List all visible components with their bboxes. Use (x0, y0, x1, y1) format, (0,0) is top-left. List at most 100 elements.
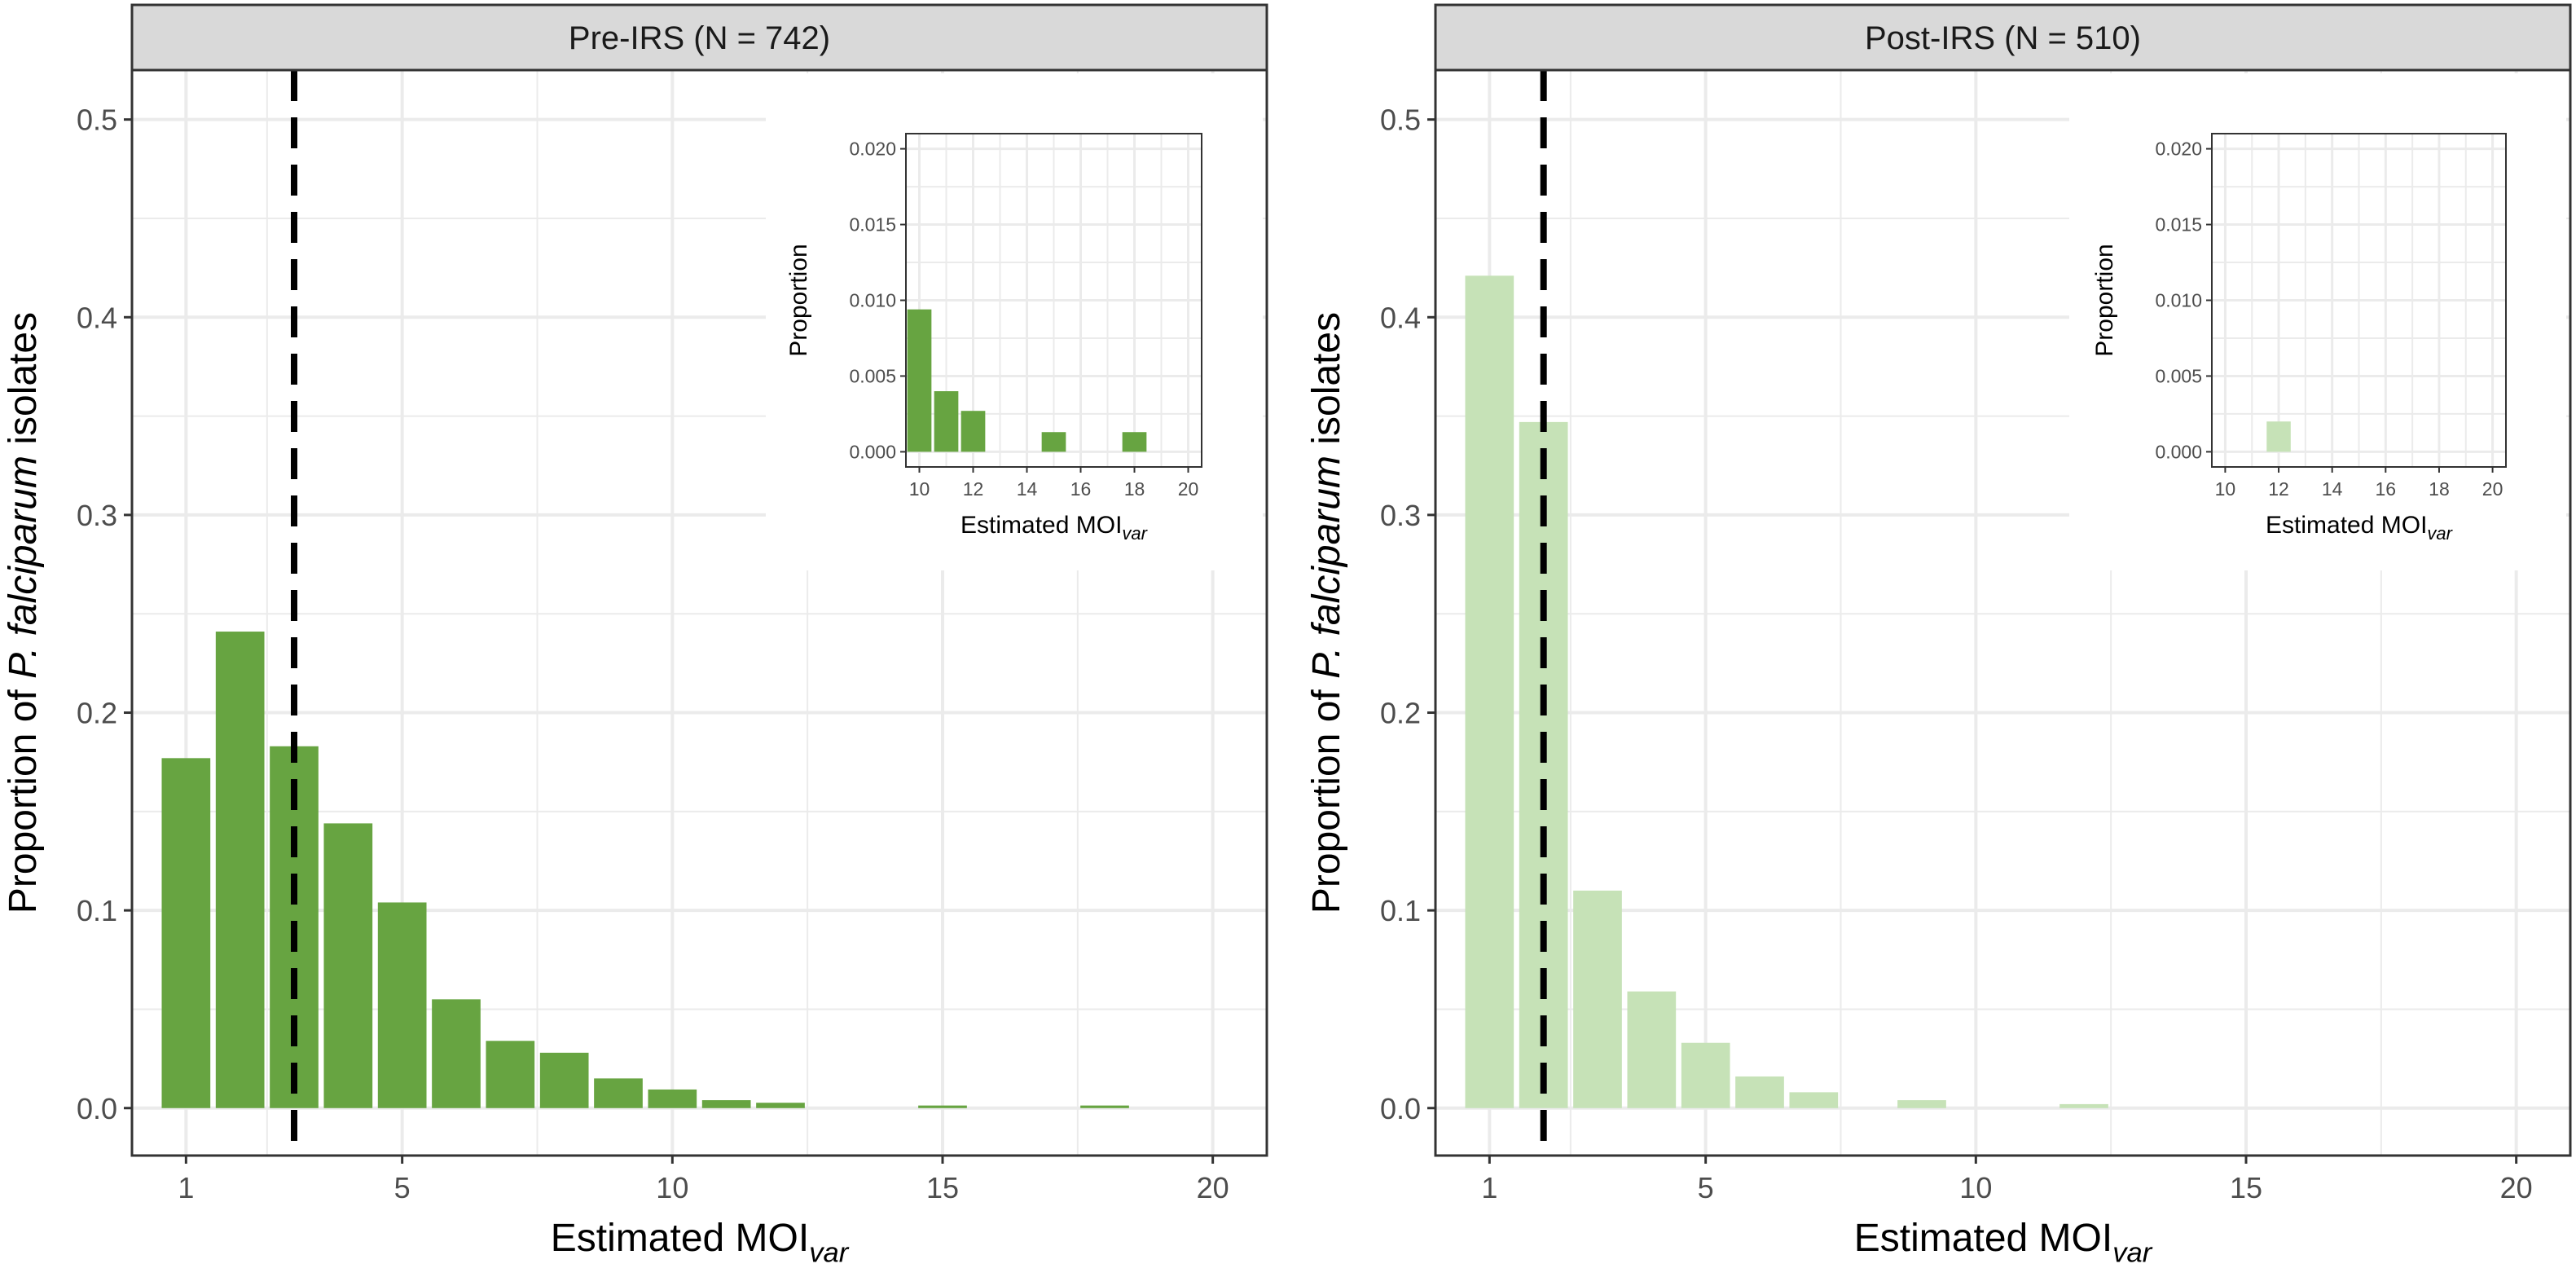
pre-bar-12 (756, 1103, 805, 1108)
pre-inset-y-tick-label: 0.015 (849, 214, 896, 236)
pre-y-tick-label: 0.5 (77, 103, 117, 137)
pre-x-axis-title: Estimated MOIvar (551, 1217, 850, 1264)
pre-bar-18 (1080, 1105, 1129, 1108)
pre-inset-x-axis-title-sub: var (1122, 523, 1148, 544)
post-x-tick-label: 10 (1959, 1171, 1992, 1204)
pre-inset-y-axis-title: Proportion (785, 244, 812, 356)
post-y-tick-label: 0.1 (1380, 894, 1421, 927)
post-y-tick-label: 0.2 (1380, 697, 1421, 730)
pre-bar-5 (377, 902, 427, 1108)
pre-bar-10 (648, 1089, 697, 1108)
pre-bar-6 (432, 999, 481, 1108)
post-y-tick-label: 0.5 (1380, 103, 1421, 137)
post-x-axis-title-main: Estimated MOI (1854, 1217, 2112, 1260)
post-x-axis-title-sub: var (2112, 1237, 2152, 1264)
pre-y-tick-label: 0.1 (77, 894, 117, 927)
post-inset-x-tick-label: 12 (2268, 478, 2289, 500)
post-x-tick-label: 15 (2230, 1171, 2262, 1204)
post-y-axis-title-suffix: isolates (1305, 312, 1348, 456)
pre-inset-bar-18 (1122, 432, 1147, 452)
post-x-axis-title: Estimated MOIvar (1854, 1217, 2153, 1264)
post-inset-x-axis-title-main: Estimated MOI (2266, 512, 2427, 539)
post-bar-5 (1681, 1042, 1730, 1108)
pre-x-axis-title-main: Estimated MOI (551, 1217, 809, 1260)
pre-inset-y-tick-label: 0.005 (849, 365, 896, 386)
pre-inset-x-tick-label: 10 (909, 478, 930, 500)
pre-inset-x-tick-label: 12 (963, 478, 984, 500)
pre-y-tick-label: 0.0 (77, 1092, 117, 1125)
pre-x-tick-label: 20 (1197, 1171, 1229, 1204)
post-y-tick-label: 0.3 (1380, 499, 1421, 532)
pre-bar-7 (486, 1041, 535, 1108)
pre-x-tick-label: 10 (656, 1171, 688, 1204)
post-inset-y-axis-title: Proportion (2091, 244, 2118, 356)
pre-bar-4 (323, 823, 373, 1108)
post-bar-6 (1735, 1076, 1784, 1108)
pre-bar-8 (539, 1052, 589, 1108)
pre-bar-9 (594, 1078, 643, 1108)
pre-bar-2 (215, 632, 265, 1108)
post-inset-y-tick-label: 0.005 (2155, 365, 2202, 386)
post-y-axis-title-prefix: Proportion of (1305, 679, 1348, 914)
pre-inset-bar-11 (934, 391, 959, 452)
pre-inset-bar-10 (907, 309, 932, 452)
post-gridlines (1435, 70, 2570, 1156)
pre-panel-title: Pre-IRS (N = 742) (569, 20, 830, 56)
pre-y-tick-label: 0.2 (77, 697, 117, 730)
post-y-axis-title-species: P. falciparum (1305, 456, 1348, 679)
post-inset-background (2069, 73, 2566, 570)
post-bar-4 (1627, 991, 1677, 1108)
pre-inset-background (766, 73, 1263, 570)
pre-y-axis-title-suffix: isolates (2, 312, 45, 456)
panel-post-irs: Post-IRS (N = 510)0.00.10.20.30.40.51 5 10… (1305, 3, 2572, 1268)
pre-inset-bar-12 (961, 411, 986, 452)
pre-x-tick-label: 1 (178, 1171, 194, 1204)
pre-y-tick-label: 0.4 (77, 301, 117, 334)
post-bar-9 (1897, 1100, 1946, 1108)
pre-bar-1 (161, 758, 211, 1108)
post-inset-y-tick-label: 0.015 (2155, 214, 2202, 236)
post-x-tick-label: 5 (1698, 1171, 1714, 1204)
pre-inset-bar-15 (1041, 432, 1066, 452)
panel-pre-irs: Pre-IRS (N = 742)0.00.10.20.30.40.51 5 10 1… (2, 3, 1268, 1268)
pre-strip (130, 3, 1268, 72)
post-x-tick-label: 20 (2500, 1171, 2533, 1204)
pre-y-axis-title: Proportion of P. falciparum isolates (2, 312, 45, 914)
pre-inset-x-tick-label: 18 (1124, 478, 1145, 500)
post-inset-y-tick-label: 0.000 (2155, 441, 2202, 462)
post-inset-x-axis-title-sub: var (2427, 523, 2453, 544)
post-bar-7 (1789, 1092, 1839, 1108)
pre-inset-y-tick-label: 0.000 (849, 441, 896, 462)
post-strip (1434, 3, 2572, 72)
pre-x-tick-label: 5 (394, 1171, 411, 1204)
pre-x-axis-title-sub: var (809, 1237, 849, 1264)
post-inset-y-tick-label: 0.010 (2155, 290, 2202, 311)
pre-inset-y-tick-label: 0.020 (849, 139, 896, 160)
post-bar-1 (1465, 275, 1514, 1108)
post-bar-12 (2059, 1103, 2108, 1108)
post-y-axis-title: Proportion of P. falciparum isolates (1305, 312, 1348, 914)
pre-inset-x-axis-title: Estimated MOIvar (961, 512, 1149, 544)
pre-panel-border (130, 68, 1268, 1157)
pre-inset: 0.000 0.005 0.010 0.015 0.020 10 12 14 16 18 20 Est… (766, 73, 1263, 570)
post-inset-bar-12 (2266, 421, 2291, 452)
post-inset-x-tick-label: 20 (2482, 478, 2503, 500)
pre-inset-x-tick-label: 16 (1070, 478, 1092, 500)
pre-y-axis-title-species: P. falciparum (2, 456, 45, 679)
pre-y-axis-title-prefix: Proportion of (2, 679, 45, 914)
post-inset-x-tick-label: 18 (2429, 478, 2450, 500)
post-inset-y-tick-label: 0.020 (2155, 139, 2202, 160)
post-inset-x-axis-title: Estimated MOIvar (2266, 512, 2454, 544)
pre-x-tick-label: 15 (926, 1171, 959, 1204)
post-x-tick-label: 1 (1481, 1171, 1497, 1204)
post-inset-x-tick-label: 16 (2376, 478, 2397, 500)
post-panel-border (1434, 68, 2572, 1157)
post-y-tick-label: 0.4 (1380, 301, 1421, 334)
post-bar-3 (1573, 890, 1622, 1108)
post-panel-title: Post-IRS (N = 510) (1865, 20, 2141, 56)
pre-inset-y-tick-label: 0.010 (849, 290, 896, 311)
post-inset: 0.000 0.005 0.010 0.015 0.020 10 12 14 16 18 20 Est… (2069, 73, 2566, 570)
post-inset-x-tick-label: 10 (2215, 478, 2236, 500)
post-inset-x-tick-label: 14 (2322, 478, 2343, 500)
